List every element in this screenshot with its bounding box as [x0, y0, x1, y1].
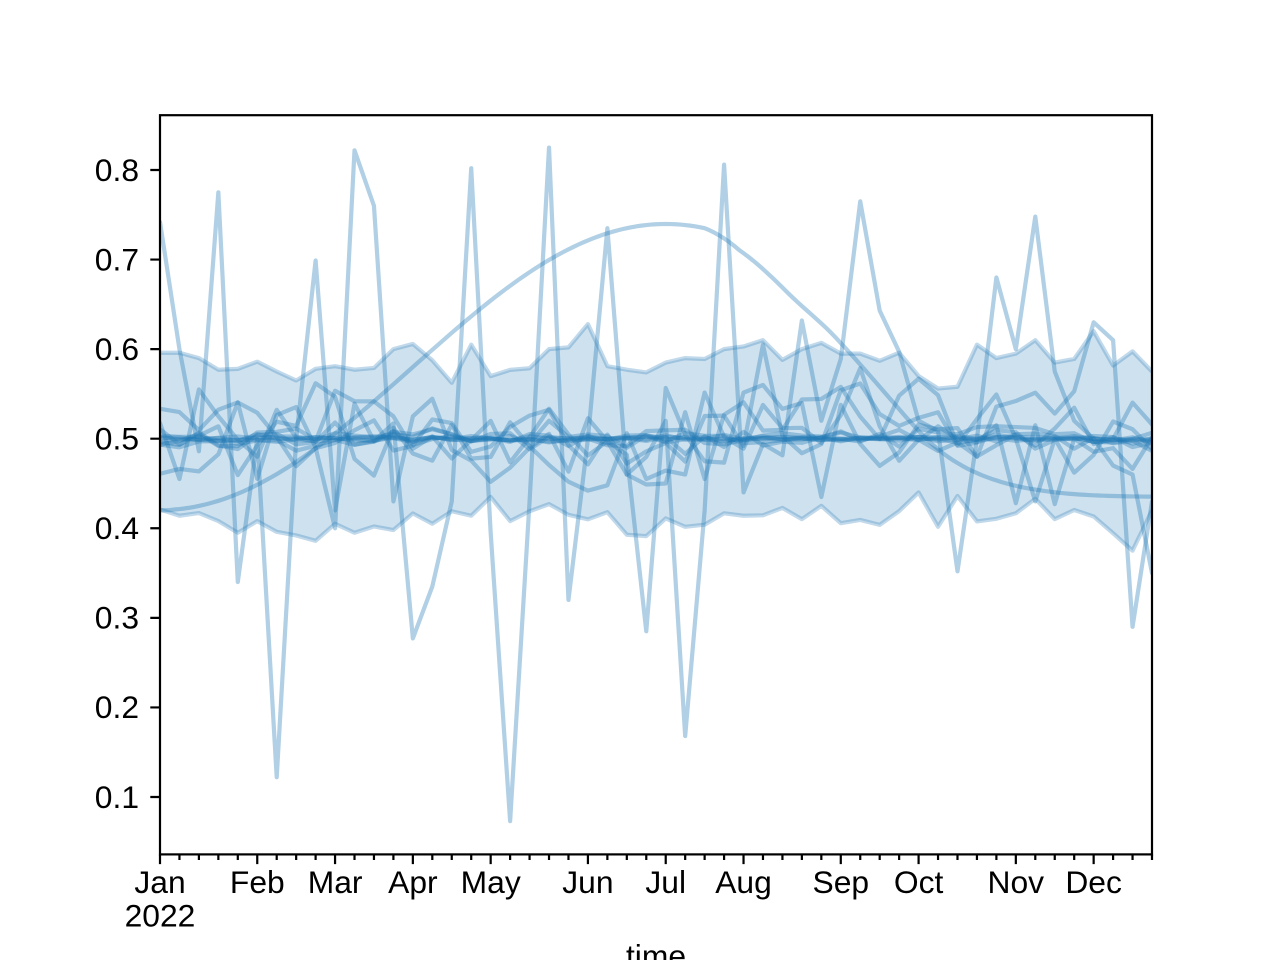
- svg-text:Feb: Feb: [230, 864, 285, 900]
- svg-text:0.8: 0.8: [95, 152, 139, 188]
- svg-text:Jul: Jul: [645, 864, 686, 900]
- svg-text:Jun: Jun: [562, 864, 613, 900]
- svg-text:Sep: Sep: [813, 864, 870, 900]
- svg-text:Mar: Mar: [308, 864, 363, 900]
- svg-text:Apr: Apr: [388, 864, 438, 900]
- svg-text:0.5: 0.5: [95, 421, 139, 457]
- svg-text:Nov: Nov: [988, 864, 1045, 900]
- svg-text:0.3: 0.3: [95, 600, 139, 636]
- svg-text:Dec: Dec: [1065, 864, 1122, 900]
- svg-text:2022: 2022: [125, 897, 196, 933]
- svg-text:0.7: 0.7: [95, 241, 139, 277]
- svg-text:0.6: 0.6: [95, 331, 139, 367]
- svg-text:time: time: [626, 938, 686, 960]
- svg-text:0.4: 0.4: [95, 510, 139, 546]
- svg-text:Aug: Aug: [715, 864, 772, 900]
- svg-text:Jan: Jan: [134, 864, 185, 900]
- svg-text:Oct: Oct: [894, 864, 944, 900]
- svg-text:0.2: 0.2: [95, 689, 139, 725]
- svg-text:0.1: 0.1: [95, 779, 139, 815]
- svg-text:May: May: [461, 864, 521, 900]
